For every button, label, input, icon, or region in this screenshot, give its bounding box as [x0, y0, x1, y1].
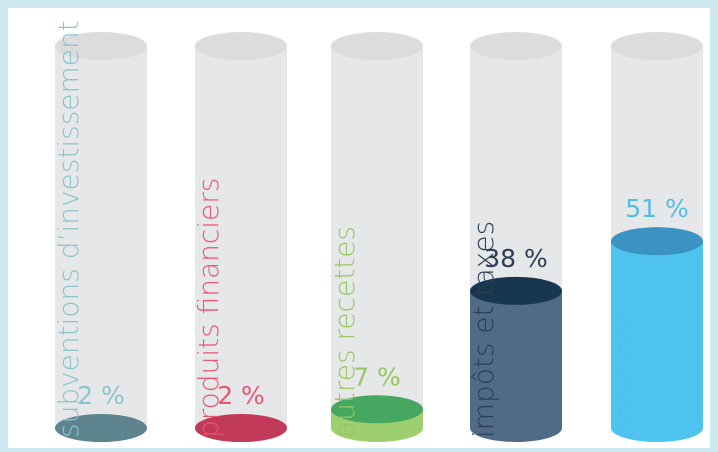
- cylinder-track: [331, 46, 423, 428]
- category-label-2: autres recettes: [328, 226, 361, 438]
- bar-top-1: [195, 414, 287, 442]
- cylinder-track-top: [195, 32, 287, 60]
- cylinder-track: [195, 46, 287, 428]
- cylinder-track-top: [470, 32, 562, 60]
- category-label-3: impôts et taxes: [467, 221, 500, 438]
- bar-top-0: [55, 414, 147, 442]
- cylinder-track: [55, 46, 147, 428]
- value-label-1: 2 %: [217, 381, 265, 410]
- category-label-0: subventions d’investissement: [52, 20, 85, 438]
- bar-top-2: [331, 395, 423, 424]
- cylinder-track-top: [55, 32, 147, 60]
- cylinder-3: 38 %impôts et taxes: [467, 32, 562, 442]
- value-label-2: 7 %: [353, 362, 401, 391]
- cylinder-4: 51 % dotations: [608, 32, 703, 442]
- chart-area: 2 % subventions d’investissement 2 % produi…: [8, 8, 710, 448]
- cylinder-1: 2 %produits financiers: [192, 32, 287, 442]
- value-label-0: 2 %: [77, 381, 125, 410]
- cylinder-track-top: [611, 32, 703, 60]
- bar-top-3: [470, 276, 562, 305]
- cylinder-2: 7 %autres recettes: [328, 32, 423, 442]
- cylinder-0: 2 %subventions d’investissement: [52, 20, 147, 442]
- value-label-4: 51 %: [625, 194, 689, 223]
- category-label-4: dotations: [608, 307, 641, 438]
- category-label-1: produits financiers: [192, 178, 225, 438]
- cylinder-bar-chart: 2 %subventions d’investissement 2 %produi…: [52, 20, 703, 442]
- bar-3: [470, 290, 562, 442]
- cylinder-track-top: [331, 32, 423, 60]
- bar-4: [611, 241, 703, 442]
- bar-top-4: [611, 227, 703, 256]
- value-label-3: 38 %: [484, 244, 548, 273]
